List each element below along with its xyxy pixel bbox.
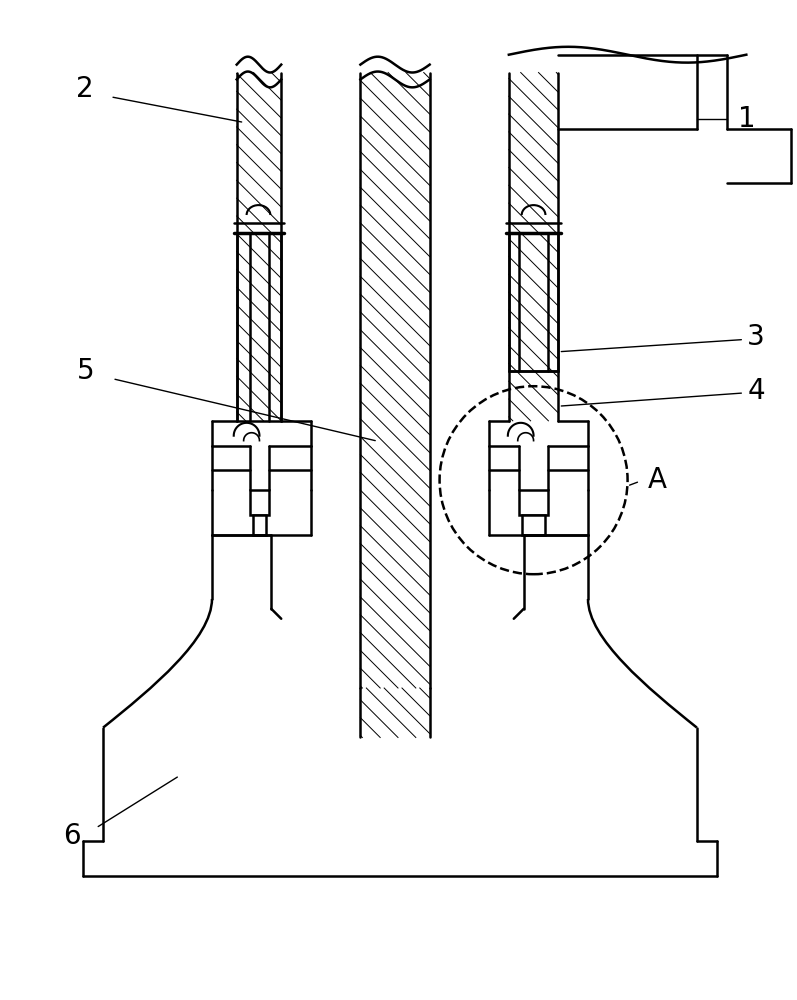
Text: 6: 6 (63, 822, 80, 850)
Text: 5: 5 (77, 357, 94, 385)
Bar (508, 233, 559, 371)
Bar (249, 490, 269, 515)
Bar (522, 515, 545, 535)
Text: 2: 2 (77, 75, 94, 103)
Bar (253, 515, 266, 535)
Bar (519, 490, 548, 515)
Text: 1: 1 (737, 105, 755, 133)
Text: 4: 4 (748, 377, 765, 405)
Bar (237, 233, 281, 421)
Text: A: A (648, 466, 667, 494)
Text: 3: 3 (748, 323, 765, 351)
